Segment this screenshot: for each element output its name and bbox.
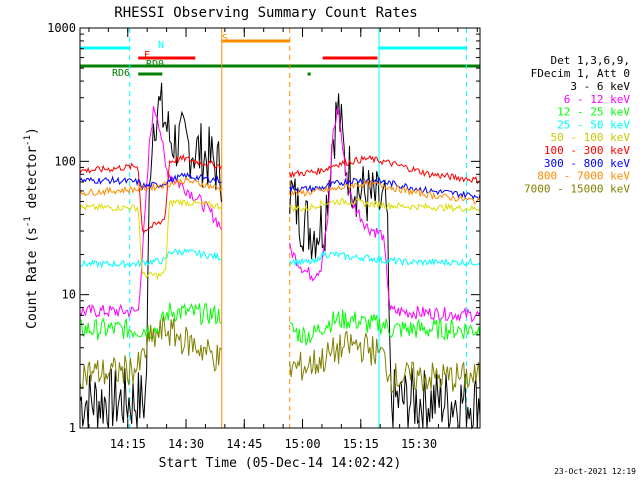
y-axis-label-end: ): [25, 127, 40, 135]
series-12-25-kev: [289, 309, 481, 346]
y-tick-label: 1000: [47, 21, 76, 35]
series-800-7000-kev: [289, 179, 481, 205]
legend-entry-7000-15000-kev: 7000 - 15000 keV: [524, 182, 630, 195]
y-axis-label-main: Count Rate (s: [25, 227, 40, 329]
x-tick-label: 15:00: [284, 437, 320, 451]
legend-entry-6-12-kev: 6 - 12 keV: [564, 93, 631, 106]
series-3-6-kev: [289, 93, 481, 430]
flag-label-f: F: [144, 50, 150, 61]
flag-label-rd0: RD0: [146, 59, 164, 70]
series-100-300-kev: [289, 154, 481, 185]
footer-timestamp: 23-Oct-2021 12:19: [554, 467, 636, 476]
series-12-25-kev: [79, 302, 222, 340]
legend-header-decimation: FDecim 1, Att 0: [531, 67, 630, 80]
series-25-50-kev: [289, 249, 481, 267]
legend-entry-800-7000-kev: 800 - 7000 keV: [537, 170, 630, 183]
x-tick-label: 14:45: [226, 437, 262, 451]
x-tick-label: 14:15: [110, 437, 146, 451]
legend-entry-100-300-kev: 100 - 300 keV: [544, 144, 630, 157]
y-axis-label-sup2: -1: [23, 135, 33, 146]
legend-entry-25-50-kev: 25 - 50 keV: [557, 118, 630, 131]
series-6-12-kev: [289, 107, 481, 323]
series-7000-15000-kev: [289, 330, 481, 395]
legend-entry-300-800-kev: 300 - 800 keV: [544, 157, 630, 170]
flag-label-rd6: RD6: [112, 68, 130, 79]
series-100-300-kev: [79, 153, 222, 234]
y-tick-label: 1: [69, 421, 76, 435]
legend-entry-3-6-kev: 3 - 6 keV: [570, 80, 630, 93]
flag-label-s: S: [222, 33, 228, 44]
x-axis-ticks: 14:15 14:30 14:45 15:00 15:15 15:30: [88, 28, 478, 451]
legend-entry-50-100-kev: 50 - 100 keV: [551, 131, 631, 144]
flag-label-n: N: [158, 40, 164, 51]
y-tick-label: 100: [54, 154, 76, 168]
legend: Det 1,3,6,9, FDecim 1, Att 0 3 - 6 keV6 …: [524, 54, 630, 195]
series-25-50-kev: [79, 247, 222, 269]
series-50-100-kev: [79, 198, 222, 281]
series-layer: [79, 82, 481, 430]
y-axis-label-mid: detector: [25, 146, 40, 217]
legend-entry-12-25-kev: 12 - 25 keV: [557, 106, 630, 119]
y-tick-label: 10: [62, 288, 76, 302]
series-3-6-kev: [79, 82, 222, 429]
x-tick-label: 15:30: [401, 437, 437, 451]
series-7000-15000-kev: [79, 316, 222, 390]
y-axis-ticks: 1 10 100 1000: [47, 21, 480, 435]
y-axis-label-sup1: -1: [23, 216, 33, 227]
series-800-7000-kev: [79, 176, 222, 196]
series-50-100-kev: [289, 197, 481, 213]
x-tick-label: 15:15: [343, 437, 379, 451]
x-axis-label: Start Time (05-Dec-14 14:02:42): [159, 456, 402, 471]
legend-header-detectors: Det 1,3,6,9,: [551, 54, 630, 67]
x-tick-label: 14:30: [168, 437, 204, 451]
plot-frame: [79, 27, 481, 429]
chart-title: RHESSI Observing Summary Count Rates: [114, 5, 417, 21]
series-6-12-kev: [79, 105, 222, 318]
y-axis-label: Count Rate (s-1 detector-1): [23, 127, 40, 329]
